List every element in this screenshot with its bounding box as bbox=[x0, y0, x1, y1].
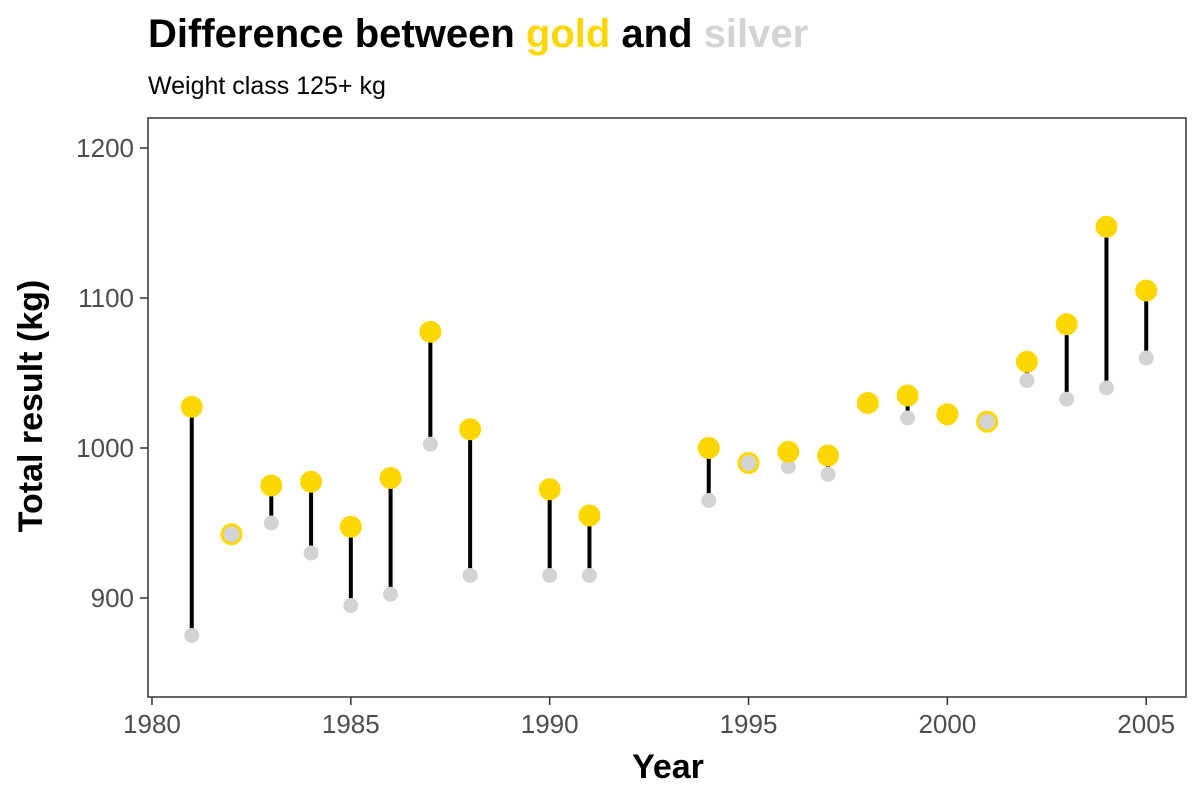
gold-point-2000 bbox=[936, 403, 959, 426]
title-gold-word: gold bbox=[526, 12, 610, 56]
gold-point-1998 bbox=[856, 392, 879, 414]
y-tick-label: 1100 bbox=[78, 283, 134, 313]
gold-point-2003 bbox=[1055, 313, 1078, 336]
title-connector: and bbox=[610, 12, 703, 56]
y-tick-label: 1200 bbox=[76, 133, 134, 163]
x-tick-label: 1985 bbox=[322, 709, 380, 739]
y-axis: 900 1000 1100 1200 bbox=[76, 133, 148, 613]
gold-point-1988 bbox=[459, 418, 482, 441]
gold-point-2001 bbox=[976, 410, 999, 433]
chart-subtitle: Weight class 125+ kg bbox=[148, 72, 386, 100]
y-tick-label: 900 bbox=[91, 583, 134, 613]
silver-point-1985 bbox=[343, 598, 359, 613]
silver-point-1996 bbox=[780, 459, 796, 475]
silver-point-1986 bbox=[383, 586, 399, 602]
gold-point-1985 bbox=[339, 515, 362, 538]
gold-point-1990 bbox=[538, 478, 561, 501]
gold-point-2005 bbox=[1135, 279, 1158, 302]
title-silver-word: silver bbox=[704, 12, 809, 56]
silver-point-1983 bbox=[263, 515, 279, 531]
y-axis-title: Total result (kg) bbox=[12, 280, 50, 533]
x-tick-label: 1980 bbox=[123, 709, 181, 739]
x-axis: 1980 1985 1990 1995 2000 2005 bbox=[123, 697, 1175, 739]
x-tick-label: 2000 bbox=[918, 709, 976, 739]
silver-point-1988 bbox=[462, 568, 478, 583]
silver-point-1997 bbox=[820, 466, 836, 482]
silver-point-1987 bbox=[422, 436, 438, 452]
silver-point-1991 bbox=[581, 568, 597, 583]
title-prefix: Difference between bbox=[148, 12, 526, 56]
silver-point-1999 bbox=[900, 410, 916, 426]
silver-point-2004 bbox=[1098, 380, 1114, 396]
dumbbell-points bbox=[180, 215, 1158, 643]
x-axis-title: Year bbox=[632, 748, 704, 786]
gold-point-1982 bbox=[220, 523, 243, 546]
gold-point-1983 bbox=[260, 474, 283, 497]
gold-point-1994 bbox=[697, 437, 720, 459]
silver-point-2003 bbox=[1059, 391, 1075, 407]
gold-point-1997 bbox=[817, 444, 840, 467]
gold-point-1984 bbox=[300, 470, 323, 493]
gold-point-2004 bbox=[1095, 215, 1118, 238]
plot-panel bbox=[147, 117, 1187, 698]
gold-point-1999 bbox=[896, 384, 919, 407]
gold-point-1996 bbox=[777, 440, 800, 463]
silver-point-2002 bbox=[1019, 373, 1035, 388]
gold-point-1991 bbox=[578, 504, 601, 527]
silver-point-1984 bbox=[303, 545, 319, 561]
y-tick-label: 1000 bbox=[76, 433, 134, 463]
gold-point-2002 bbox=[1015, 350, 1038, 373]
gold-point-1981 bbox=[180, 395, 203, 418]
x-tick-label: 2005 bbox=[1117, 709, 1175, 739]
x-tick-label: 1995 bbox=[720, 709, 778, 739]
silver-point-2005 bbox=[1138, 350, 1154, 366]
silver-point-1981 bbox=[184, 628, 200, 643]
gold-point-1986 bbox=[379, 467, 402, 489]
silver-point-1990 bbox=[542, 568, 558, 583]
chart-title: Difference between gold and silver bbox=[148, 12, 808, 56]
x-tick-label: 1990 bbox=[521, 709, 579, 739]
gold-point-1987 bbox=[419, 320, 442, 343]
dumbbell-segments bbox=[189, 226, 1149, 636]
silver-point-1994 bbox=[701, 493, 717, 508]
gold-point-1995 bbox=[737, 452, 760, 474]
